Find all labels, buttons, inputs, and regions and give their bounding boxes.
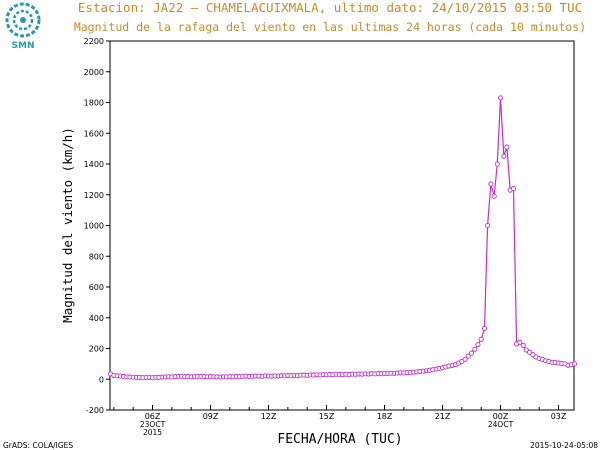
data-point bbox=[459, 359, 465, 365]
data-point bbox=[572, 361, 578, 367]
y-axis-label: Magnitud del viento (km/h) bbox=[60, 127, 75, 323]
chart-title: Estacion: JA22 – CHAMELACUIXMALA, ultimo… bbox=[78, 0, 582, 15]
y-tick-label: 0 bbox=[99, 375, 104, 384]
data-point bbox=[468, 350, 475, 356]
data-point bbox=[526, 349, 533, 355]
data-point bbox=[475, 342, 481, 348]
y-tick-label: 1200 bbox=[84, 191, 104, 200]
y-axis: -200 0 200 400 600 800 1000 1200 1400 1600 1800 200… bbox=[84, 37, 110, 415]
data-point bbox=[462, 356, 468, 362]
y-tick-label: 2000 bbox=[84, 68, 104, 77]
y-tick-label: 1400 bbox=[84, 160, 104, 169]
y-tick-label: 600 bbox=[89, 283, 104, 292]
data-point bbox=[520, 342, 526, 348]
data-point bbox=[465, 353, 471, 359]
x-tick-label: 15Z bbox=[319, 412, 335, 421]
y-tick-label: 800 bbox=[89, 252, 104, 261]
smn-logo-icon: SMN bbox=[5, 2, 41, 51]
y-tick-label: 1800 bbox=[84, 99, 104, 108]
y-tick-label: 2200 bbox=[84, 37, 104, 46]
y-tick-label: -200 bbox=[86, 406, 104, 415]
data-point bbox=[517, 339, 523, 345]
data-point bbox=[523, 347, 529, 353]
x-tick-label: 18Z bbox=[377, 412, 393, 421]
data-point bbox=[472, 346, 478, 352]
y-tick-label: 1000 bbox=[84, 222, 104, 231]
x-tick-label: 09Z bbox=[203, 412, 219, 421]
y-tick-label: 200 bbox=[89, 345, 104, 354]
chart-subtitle: Magnitud de la rafaga del viento en las … bbox=[74, 20, 586, 34]
x-tick-label: 06Z bbox=[145, 412, 161, 421]
footer-timestamp: 2015-10-24-05:08 bbox=[530, 441, 598, 450]
x-tick-label: 12Z bbox=[261, 412, 277, 421]
data-point bbox=[488, 181, 494, 187]
x-tick-date-label: 24OCT bbox=[488, 420, 514, 429]
x-tick-date-label: 23OCT bbox=[140, 420, 166, 429]
y-tick-label: 1600 bbox=[84, 129, 104, 138]
logo-text: SMN bbox=[12, 41, 35, 51]
series-line bbox=[110, 97, 575, 379]
data-point bbox=[504, 144, 510, 150]
x-axis-label: FECHA/HORA (TUC) bbox=[277, 432, 402, 447]
data-point bbox=[501, 153, 507, 159]
data-point bbox=[481, 325, 488, 332]
data-series bbox=[108, 95, 578, 381]
y-tick-label: 400 bbox=[89, 314, 104, 323]
data-point bbox=[510, 186, 517, 192]
x-tick-label: 03Z bbox=[551, 412, 567, 421]
x-tick-label: 21Z bbox=[435, 412, 451, 421]
x-tick-year-label: 2015 bbox=[143, 428, 162, 437]
plot-frame bbox=[109, 40, 575, 411]
data-point bbox=[485, 222, 491, 229]
data-point bbox=[497, 95, 504, 101]
footer-credit: GrADS: COLA/IGES bbox=[3, 441, 73, 450]
data-point bbox=[491, 193, 497, 199]
data-point bbox=[494, 161, 500, 167]
data-point bbox=[478, 336, 484, 342]
x-tick-label: 00Z bbox=[493, 412, 509, 421]
